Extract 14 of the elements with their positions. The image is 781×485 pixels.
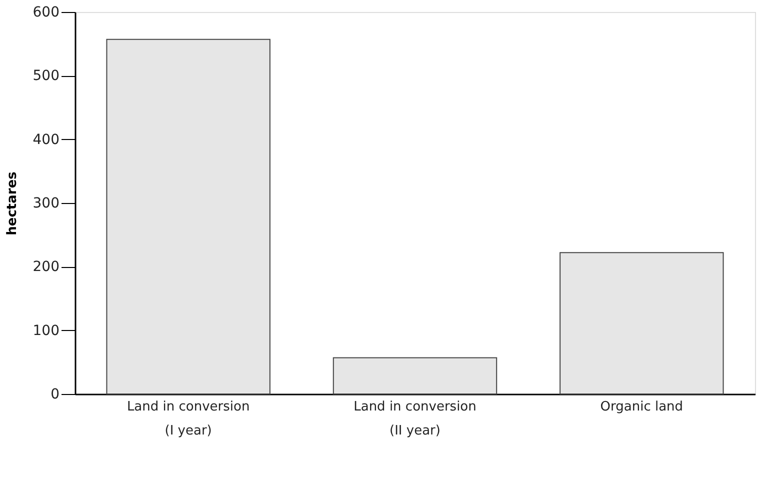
bar <box>332 357 498 394</box>
y-axis-title: hectares <box>4 171 20 236</box>
y-tick-label: 200 <box>32 259 60 276</box>
y-tick-label: 500 <box>32 68 60 84</box>
y-tick-label: 0 <box>50 386 60 402</box>
y-tick-label: 600 <box>32 4 60 20</box>
y-tick-label: 400 <box>32 132 60 148</box>
bar <box>106 38 270 394</box>
x-tick-label: Land in conversion (I year) <box>126 400 250 438</box>
y-tick-label: 300 <box>32 196 60 212</box>
x-tick-label: Land in conversion (II year) <box>354 400 476 438</box>
x-tick-label: Organic land <box>600 400 684 414</box>
y-tick-label: 100 <box>32 322 60 339</box>
bar <box>560 252 724 394</box>
